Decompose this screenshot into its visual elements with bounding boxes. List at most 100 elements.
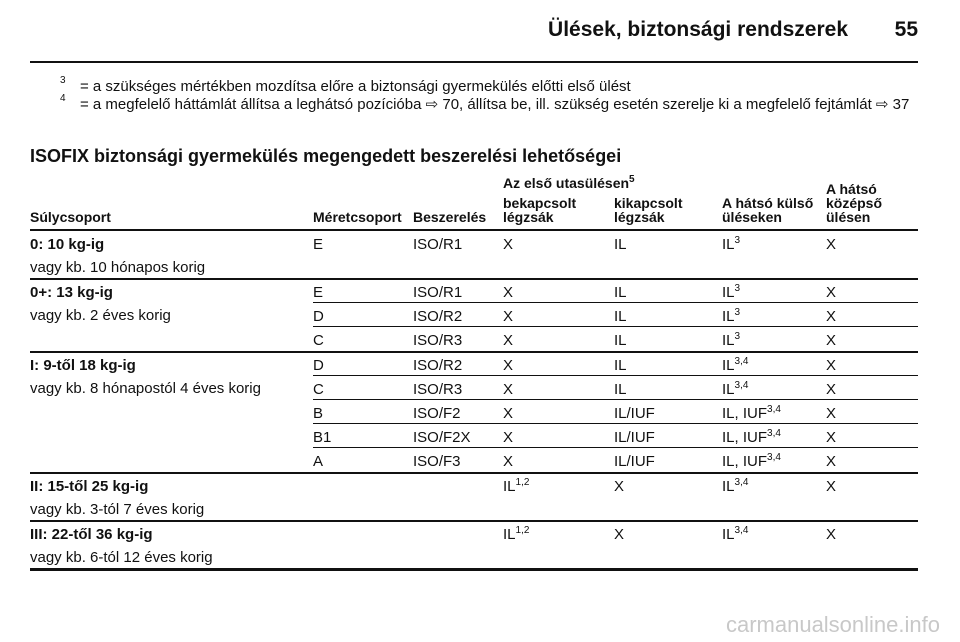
value-cell: IL3,4 [722,355,749,374]
value-cell: IL/IUF [614,453,655,471]
cell-text: IL [503,525,516,543]
group-sub: vagy kb. 2 éves korig [30,307,171,324]
group-rule [30,519,918,522]
superscript: 5 [629,174,635,185]
mounting: ISO/F2 [413,405,461,422]
mounting: ISO/F2X [413,429,471,447]
size-class: E [313,284,324,301]
mounting: ISO/R2 [413,356,463,374]
cell-text: IL [722,356,735,374]
superscript: 3,4 [734,355,749,367]
value-cell: X [826,308,837,326]
column-header: kikapcsolt légzsák [614,195,683,225]
cell-text: IL [722,380,735,398]
page-number: 55 [894,18,918,41]
value-cell: X [614,525,625,543]
superscript: 3 [734,235,741,246]
superscript: 1,2 [515,524,530,536]
value-cell: X [503,380,514,398]
footnote-text: = a szükséges mértékben mozdítsa előre a… [80,78,631,95]
value-cell: X [503,284,514,301]
value-cell: IL [614,356,627,374]
value-cell: IL1,2 [503,477,529,495]
value-cell: X [503,429,514,447]
value-cell: X [826,284,837,301]
column-header: Súlycsoport [30,209,111,225]
footnote-mark: 3 [60,75,66,86]
value-cell: IL3,4 [722,476,749,495]
column-header: Méretcsoport [313,209,402,225]
value-cell: IL, IUF3,4 [722,428,781,447]
value-cell: IL3,4 [722,379,749,398]
value-cell: IL3 [722,307,741,326]
value-cell: IL3 [722,283,741,302]
row-rule [313,374,918,376]
mounting: ISO/R1 [413,284,463,301]
size-class: E [313,236,324,253]
value-cell: X [614,477,625,495]
superscript: 3 [734,307,741,319]
value-cell: IL [614,332,627,350]
value-cell: X [826,429,837,447]
row-rule [313,326,918,328]
superscript: 3 [734,283,741,294]
cell-text: IL, IUF [722,405,768,422]
cell-text: IL [722,236,735,253]
footnote-text: = a megfelelő háttámlát állítsa a leghát… [80,96,910,113]
value-cell: X [826,525,837,543]
cell-text: IL [722,332,735,350]
cell-text: IL [722,308,735,326]
group-rule [30,350,918,353]
header-rule [30,229,918,231]
size-class: B [313,405,324,422]
value-cell: X [826,405,837,422]
value-cell: IL, IUF3,4 [722,405,781,423]
superscript: 3,4 [734,476,749,488]
group-sub: vagy kb. 10 hónapos korig [30,259,206,276]
row-rule [313,447,918,449]
group-label: 0: 10 kg-ig [30,236,105,253]
value-cell: X [826,236,837,253]
header-title: Ülések, biztonsági rendszerek [548,18,848,41]
column-header: bekapcsolt légzsák [503,195,577,225]
value-cell: X [503,356,514,374]
value-cell: X [826,356,837,374]
mounting: ISO/R2 [413,308,463,326]
group-label: I: 9-től 18 kg-ig [30,356,136,374]
value-cell: X [826,380,837,398]
value-cell: X [826,453,837,471]
superscript: 3,4 [767,428,781,440]
superscript: 3 [734,331,741,343]
value-cell: X [503,308,514,326]
row-rule [313,302,918,304]
value-cell: IL3,4 [722,525,748,543]
value-cell: IL3 [722,331,741,350]
mounting: ISO/F3 [413,453,461,471]
group-label: III: 22-től 36 kg-ig [30,525,153,543]
value-cell: IL [614,308,627,326]
value-cell: IL3 [722,235,741,254]
mounting: ISO/R3 [413,332,463,350]
cell-text: IL, IUF [722,429,768,447]
footnote-mark: 4 [60,93,66,104]
value-cell: X [503,453,514,471]
value-cell: IL/IUF [614,429,655,447]
size-class: C [313,332,324,350]
mounting: ISO/R3 [413,380,463,398]
group-rule [30,471,918,474]
superscript: 3,4 [734,379,749,391]
group-sub: vagy kb. 6-tól 12 éves korig [30,548,213,566]
group-label: II: 15-től 25 kg-ig [30,477,149,495]
superscript: 3,4 [767,452,781,464]
size-class: A [313,453,324,471]
watermark: carmanualsonline.info [725,612,940,637]
value-cell: X [826,477,837,495]
size-class: D [313,356,324,374]
cell-text: IL [722,525,735,543]
cell-text: IL, IUF [722,453,768,471]
group-label: 0+: 13 kg-ig [30,284,113,301]
value-cell: X [503,236,514,253]
column-header: A hátsó középső ülésen [826,181,883,225]
group-rule [30,567,918,571]
